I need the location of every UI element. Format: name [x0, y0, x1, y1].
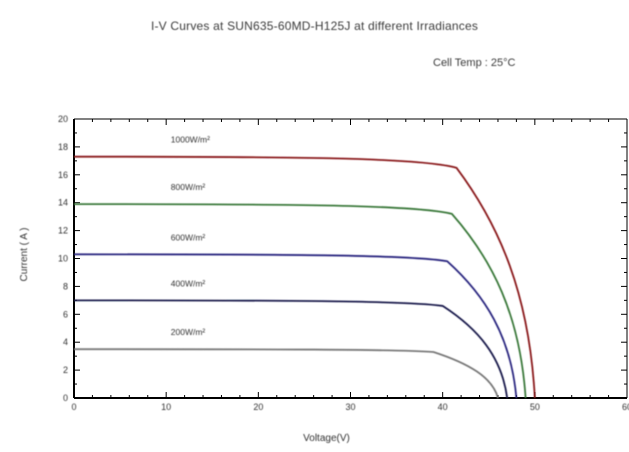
x-tick-label: 40 — [438, 402, 448, 412]
y-tick-label: 16 — [58, 170, 68, 180]
y-tick-label: 14 — [58, 198, 68, 208]
y-tick-label: 8 — [63, 281, 68, 291]
x-tick-label: 60 — [622, 402, 629, 412]
x-tick-label: 0 — [71, 402, 76, 412]
iv-curve-line — [73, 348, 499, 399]
irradiance-label: 800W/m² — [171, 182, 206, 192]
cell-temp-subtitle: Cell Temp : 25°C — [433, 57, 516, 69]
irradiance-label: 600W/m² — [171, 232, 206, 242]
irradiance-label: 400W/m² — [171, 278, 206, 288]
y-tick-label: 0 — [63, 393, 68, 403]
irradiance-label: 200W/m² — [171, 327, 206, 337]
y-tick-label: 20 — [58, 114, 68, 124]
chart-title: I-V Curves at SUN635-60MD-H125J at diffe… — [150, 19, 479, 33]
y-tick-label: 2 — [63, 365, 68, 375]
y-tick-label: 6 — [63, 309, 68, 319]
x-tick-label: 50 — [530, 402, 540, 412]
y-tick-label: 12 — [58, 226, 68, 236]
y-tick-label: 18 — [58, 142, 68, 152]
y-tick-label: 4 — [63, 337, 68, 347]
y-tick-label: 10 — [58, 254, 68, 264]
iv-curve-line — [73, 253, 518, 399]
iv-curve-line — [73, 203, 527, 399]
x-axis-label: Voltage(V) — [303, 433, 350, 444]
x-tick-label: 10 — [161, 402, 171, 412]
irradiance-label: 1000W/m² — [171, 135, 210, 145]
x-tick-label: 20 — [253, 402, 263, 412]
y-axis-label: Current ( A ) — [19, 228, 30, 282]
x-tick-label: 30 — [345, 402, 355, 412]
iv-curve-line — [73, 299, 509, 399]
iv-curve-line — [73, 155, 536, 399]
